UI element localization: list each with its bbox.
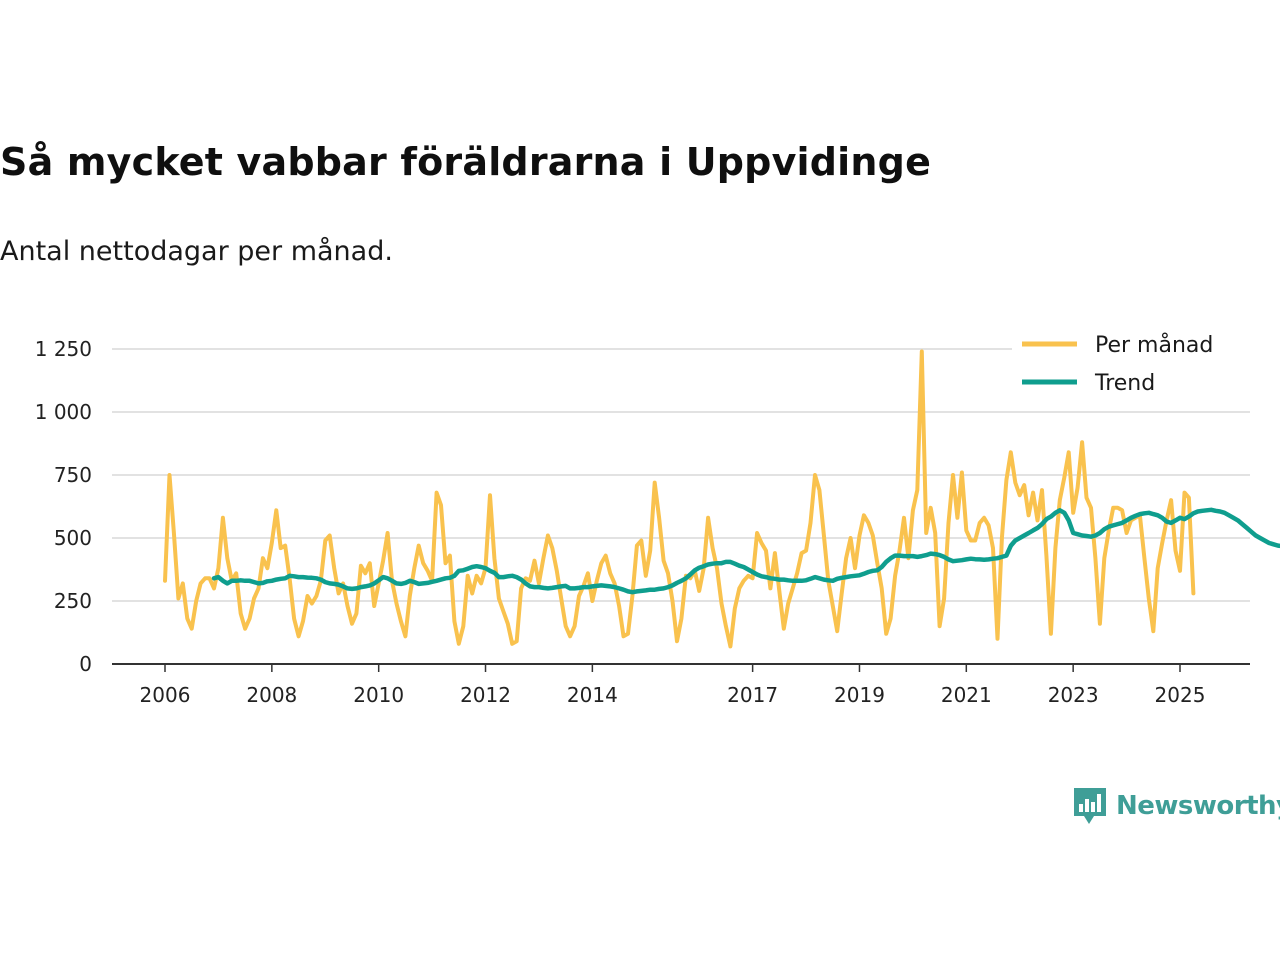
legend-label: Per månad xyxy=(1095,332,1213,358)
legend-background xyxy=(1012,324,1250,406)
x-tick-label: 2021 xyxy=(941,683,992,707)
y-tick-label: 500 xyxy=(54,526,92,550)
x-tick-label: 2010 xyxy=(353,683,404,707)
legend: Per månad Trend xyxy=(1012,324,1250,406)
chart-subtitle: Antal nettodagar per månad. xyxy=(0,236,393,267)
x-tick-label: 2014 xyxy=(567,683,618,707)
x-tick-label: 2008 xyxy=(246,683,297,707)
series-line-trend xyxy=(211,507,1280,595)
brand-name: Newsworthy xyxy=(1116,791,1280,821)
x-tick-label: 2025 xyxy=(1155,683,1206,707)
y-tick-label: 1 000 xyxy=(35,400,92,424)
x-tick-label: 2006 xyxy=(140,683,191,707)
series-lines xyxy=(163,349,1280,649)
legend-label: Trend xyxy=(1094,371,1155,396)
x-tick-label: 2012 xyxy=(460,683,511,707)
bar-chart-speech-bubble-icon xyxy=(1074,788,1106,824)
y-tick-label: 0 xyxy=(79,652,92,676)
axes: 0 250 500 750 1 000 1 250 2006 2008 2010 2012 2014… xyxy=(35,337,1250,707)
x-tick-label: 2023 xyxy=(1048,683,1099,707)
x-tick-label: 2017 xyxy=(727,683,778,707)
y-tick-label: 1 250 xyxy=(35,337,92,361)
x-tick-label: 2019 xyxy=(834,683,885,707)
chart-title: Så mycket vabbar föräldrarna i Uppviding… xyxy=(0,140,932,184)
series-line-per-manad xyxy=(163,349,1196,649)
newsworthy-logo: Newsworthy xyxy=(1072,786,1280,826)
y-tick-label: 250 xyxy=(54,589,92,613)
y-tick-label: 750 xyxy=(54,463,92,487)
